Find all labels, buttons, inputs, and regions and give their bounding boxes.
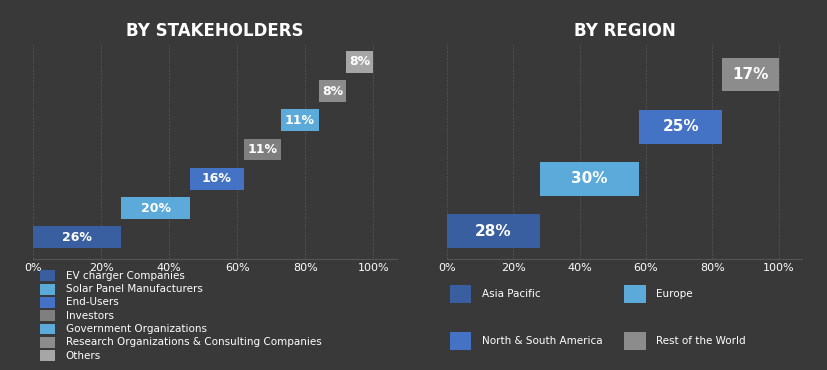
Bar xyxy=(447,214,540,248)
Text: 17%: 17% xyxy=(733,67,769,82)
Bar xyxy=(33,226,122,248)
Bar xyxy=(624,285,646,303)
Bar xyxy=(450,285,471,303)
Text: 8%: 8% xyxy=(349,55,370,68)
Text: 28%: 28% xyxy=(475,223,511,239)
Bar xyxy=(41,337,55,348)
Bar xyxy=(624,332,646,350)
Bar xyxy=(41,297,55,308)
Text: EV charger Companies: EV charger Companies xyxy=(66,271,184,281)
Text: End-Users: End-Users xyxy=(66,297,118,307)
Text: 25%: 25% xyxy=(662,119,699,134)
Title: BY STAKEHOLDERS: BY STAKEHOLDERS xyxy=(127,22,304,40)
Text: 26%: 26% xyxy=(62,231,93,244)
Text: 11%: 11% xyxy=(285,114,315,127)
Text: Others: Others xyxy=(66,351,101,361)
Text: 20%: 20% xyxy=(141,202,170,215)
Bar xyxy=(41,323,55,334)
Text: Asia Pacific: Asia Pacific xyxy=(482,289,541,299)
Bar xyxy=(318,80,346,102)
Text: 30%: 30% xyxy=(571,171,608,186)
Bar xyxy=(540,162,639,196)
Text: Research Organizations & Consulting Companies: Research Organizations & Consulting Comp… xyxy=(66,337,322,347)
Bar xyxy=(639,110,723,144)
Text: North & South America: North & South America xyxy=(482,336,603,346)
Bar xyxy=(41,350,55,361)
Bar xyxy=(346,51,373,73)
Text: Government Organizations: Government Organizations xyxy=(66,324,207,334)
Bar xyxy=(41,270,55,281)
Title: BY REGION: BY REGION xyxy=(573,22,676,40)
Bar xyxy=(723,58,779,91)
Bar xyxy=(281,110,318,131)
Text: Europe: Europe xyxy=(657,289,693,299)
Text: Solar Panel Manufacturers: Solar Panel Manufacturers xyxy=(66,284,203,294)
Text: 11%: 11% xyxy=(247,143,278,156)
Bar xyxy=(244,139,281,160)
Bar xyxy=(41,310,55,321)
Text: Rest of the World: Rest of the World xyxy=(657,336,746,346)
Text: 16%: 16% xyxy=(202,172,232,185)
Text: Investors: Investors xyxy=(66,311,114,321)
Bar xyxy=(122,197,189,219)
Bar xyxy=(450,332,471,350)
Bar xyxy=(189,168,244,190)
Bar xyxy=(41,283,55,295)
Text: 8%: 8% xyxy=(322,84,343,98)
